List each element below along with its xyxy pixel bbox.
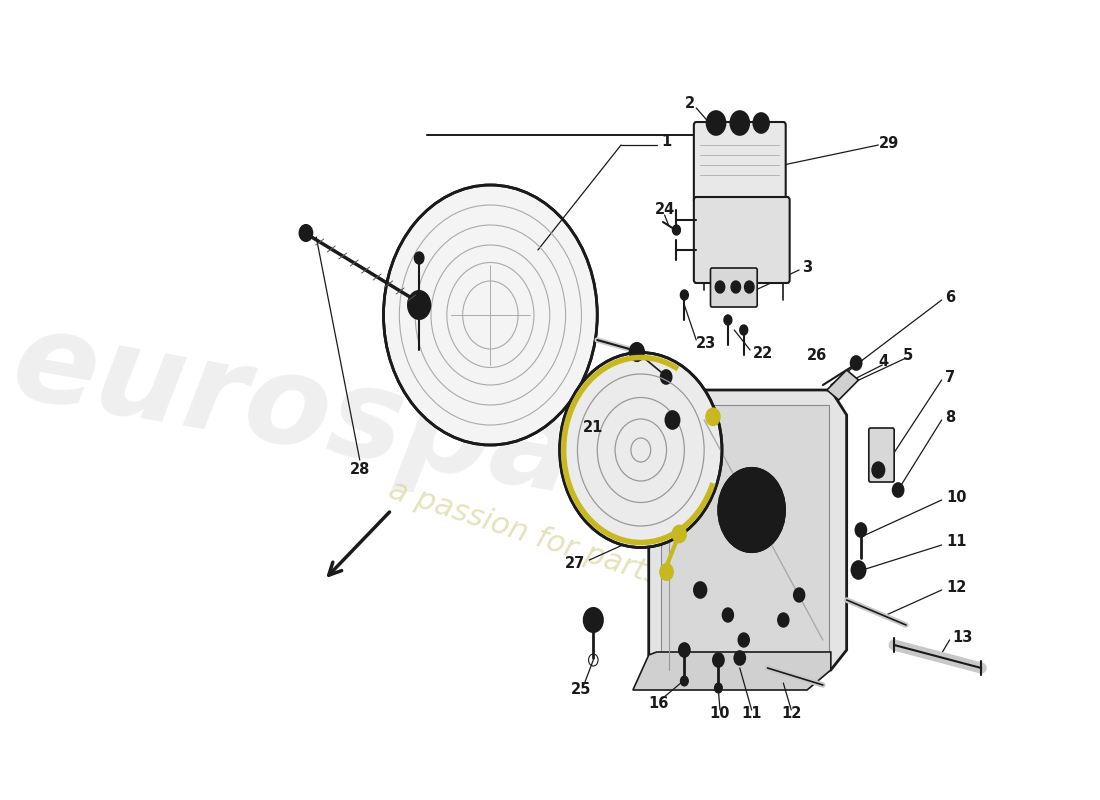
Circle shape — [730, 111, 749, 135]
Circle shape — [706, 409, 719, 425]
Circle shape — [694, 582, 706, 598]
Text: 7: 7 — [945, 370, 955, 385]
Circle shape — [408, 291, 430, 319]
Text: 11: 11 — [741, 706, 762, 722]
Circle shape — [660, 564, 673, 580]
Text: 3: 3 — [802, 259, 812, 274]
Circle shape — [661, 370, 672, 384]
Circle shape — [738, 633, 749, 647]
Circle shape — [715, 281, 725, 293]
Text: 28: 28 — [350, 462, 370, 478]
Circle shape — [713, 653, 724, 667]
Text: 21: 21 — [583, 419, 604, 434]
Text: 8: 8 — [945, 410, 955, 425]
Text: 4: 4 — [878, 354, 888, 370]
Circle shape — [851, 561, 866, 579]
Text: 2: 2 — [685, 95, 695, 110]
Text: 13: 13 — [952, 630, 972, 645]
Circle shape — [895, 487, 901, 493]
Circle shape — [681, 676, 689, 686]
Circle shape — [681, 290, 689, 300]
Text: 12: 12 — [946, 579, 967, 594]
Circle shape — [672, 225, 681, 235]
Circle shape — [718, 468, 785, 552]
Circle shape — [732, 281, 740, 293]
Text: 10: 10 — [710, 706, 730, 722]
FancyBboxPatch shape — [869, 428, 894, 482]
Text: 6: 6 — [946, 290, 956, 305]
Circle shape — [793, 588, 805, 602]
FancyBboxPatch shape — [711, 268, 757, 307]
Polygon shape — [661, 405, 829, 652]
Circle shape — [679, 643, 690, 657]
Polygon shape — [649, 390, 847, 670]
Text: 26: 26 — [806, 347, 827, 362]
Circle shape — [734, 651, 746, 665]
Circle shape — [706, 111, 726, 135]
Text: 11: 11 — [946, 534, 967, 550]
Circle shape — [872, 462, 884, 478]
Text: 25: 25 — [571, 682, 592, 698]
Circle shape — [740, 325, 748, 335]
Ellipse shape — [384, 185, 597, 445]
Circle shape — [850, 356, 861, 370]
Circle shape — [723, 608, 734, 622]
Circle shape — [856, 523, 867, 537]
Circle shape — [745, 281, 754, 293]
Text: 5: 5 — [903, 349, 913, 363]
Circle shape — [584, 608, 603, 632]
Circle shape — [892, 483, 904, 497]
Circle shape — [673, 526, 685, 542]
Circle shape — [714, 683, 723, 693]
Text: 24: 24 — [654, 202, 674, 218]
Circle shape — [415, 252, 424, 264]
Text: 12: 12 — [781, 706, 802, 722]
Text: 23: 23 — [696, 335, 716, 350]
Circle shape — [629, 343, 644, 361]
Text: 29: 29 — [879, 135, 900, 150]
Circle shape — [737, 655, 742, 661]
Ellipse shape — [560, 353, 722, 547]
Circle shape — [299, 225, 312, 241]
Text: 27: 27 — [565, 555, 585, 570]
Text: a passion for parts since 1985: a passion for parts since 1985 — [385, 475, 833, 645]
Circle shape — [666, 411, 680, 429]
Polygon shape — [827, 370, 858, 400]
Polygon shape — [632, 652, 830, 690]
FancyBboxPatch shape — [694, 197, 790, 283]
FancyBboxPatch shape — [694, 122, 785, 203]
Text: 1: 1 — [661, 134, 671, 150]
Text: 16: 16 — [648, 695, 669, 710]
Text: 22: 22 — [754, 346, 773, 361]
Circle shape — [754, 113, 769, 133]
Circle shape — [724, 315, 732, 325]
Circle shape — [778, 613, 789, 627]
Text: eurospares: eurospares — [3, 302, 803, 558]
Text: 10: 10 — [946, 490, 967, 505]
